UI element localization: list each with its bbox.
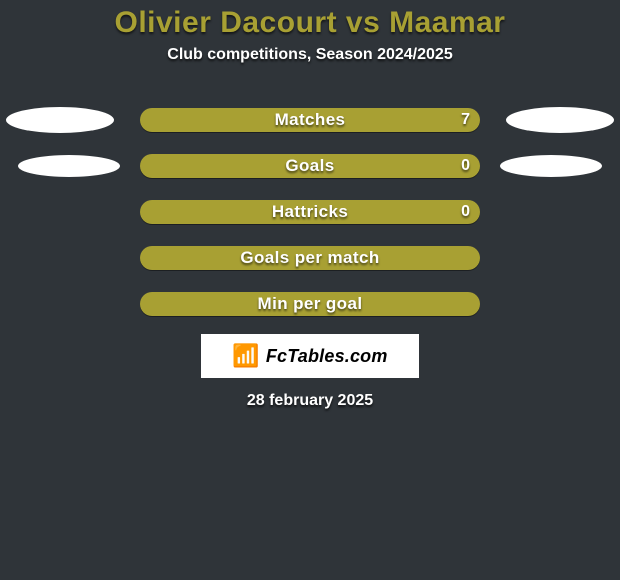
brand-text: FcTables.com <box>266 346 388 367</box>
footer-date: 28 february 2025 <box>0 392 620 410</box>
stat-bar: Goals 0 <box>140 154 480 178</box>
brand-badge: 📶 FcTables.com <box>201 334 419 378</box>
stat-label: Min per goal <box>258 294 363 314</box>
stat-value: 0 <box>461 154 470 178</box>
stat-row-goals: Goals 0 <box>0 154 620 178</box>
stat-label: Hattricks <box>272 202 348 222</box>
brand-chart-icon: 📶 <box>232 345 259 367</box>
stat-bar: Min per goal <box>140 292 480 316</box>
stat-row-hattricks: Hattricks 0 <box>0 200 620 224</box>
stat-bar: Hattricks 0 <box>140 200 480 224</box>
stat-value: 0 <box>461 200 470 224</box>
subtitle: Club competitions, Season 2024/2025 <box>0 46 620 64</box>
left-marker-ellipse <box>18 155 120 177</box>
stat-bar: Matches 7 <box>140 108 480 132</box>
stat-label: Goals <box>285 156 334 176</box>
stat-row-goals-per-match: Goals per match <box>0 246 620 270</box>
left-marker-ellipse <box>6 107 114 133</box>
stat-bar: Goals per match <box>140 246 480 270</box>
stat-rows: Matches 7 Goals 0 Hattricks 0 Goals per … <box>0 108 620 316</box>
comparison-infographic: Olivier Dacourt vs Maamar Club competiti… <box>0 0 620 580</box>
stat-label: Matches <box>275 110 346 130</box>
stat-row-matches: Matches 7 <box>0 108 620 132</box>
right-marker-ellipse <box>500 155 602 177</box>
stat-value: 7 <box>461 108 470 132</box>
right-marker-ellipse <box>506 107 614 133</box>
stat-row-min-per-goal: Min per goal <box>0 292 620 316</box>
stat-label: Goals per match <box>240 248 379 268</box>
page-title: Olivier Dacourt vs Maamar <box>0 0 620 40</box>
